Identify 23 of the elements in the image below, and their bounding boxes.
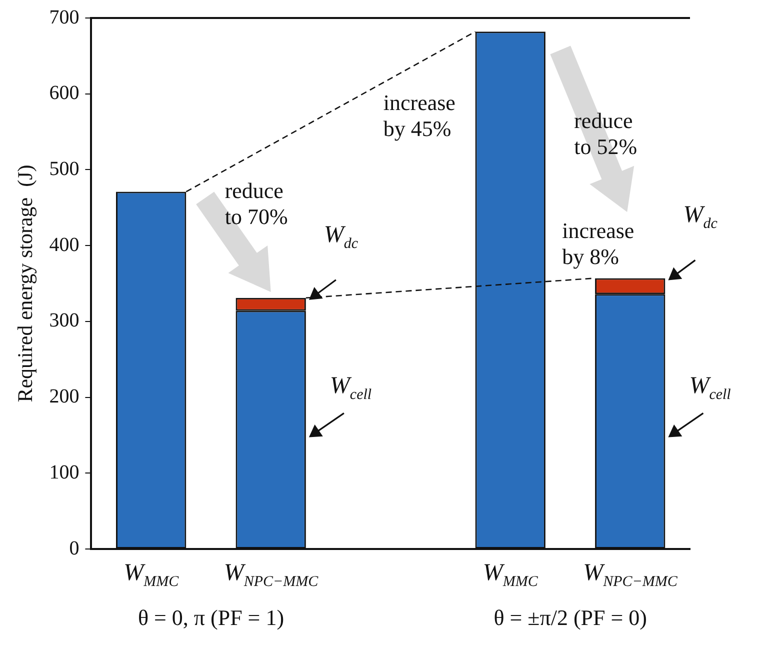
x-tick-label: W$_{NPC−MMC}$ xyxy=(224,560,318,592)
y-tick-label: 300 xyxy=(49,310,80,332)
y-tick-label: 600 xyxy=(49,82,80,104)
text: θ = ±π/2 (PF = 0) xyxy=(494,605,648,631)
y-tick-label: 100 xyxy=(49,461,80,484)
y-tick-label: 200 xyxy=(49,386,80,408)
text: W$_{dc}$ xyxy=(324,222,358,252)
x-tick-label: W$_{NPC−MMC}$ xyxy=(583,560,678,592)
text: W$_{cell}$ xyxy=(689,373,731,403)
annotation: reduce to 70% xyxy=(224,178,288,230)
annotation: increase by 45% xyxy=(383,90,456,142)
y-tick-label: 400 xyxy=(49,234,80,256)
y-tick-label: 500 xyxy=(49,158,80,180)
text: W$_{dc}$ xyxy=(683,202,718,234)
y-axis-title: Required energy storage (J) xyxy=(13,164,38,402)
annotation: reduce to 52% xyxy=(574,108,638,160)
annotation: increase by 8% xyxy=(562,218,634,270)
series-label: W$_{cell}$ xyxy=(330,373,372,405)
x-tick-label: W$_{MMC}$ xyxy=(124,560,179,592)
y-tick-label: 0 xyxy=(69,537,80,560)
y-tick-label: 700 xyxy=(49,6,80,28)
text: θ = 0, π (PF = 1) xyxy=(138,605,284,631)
x-tick-label: W$_{MMC}$ xyxy=(482,560,538,592)
